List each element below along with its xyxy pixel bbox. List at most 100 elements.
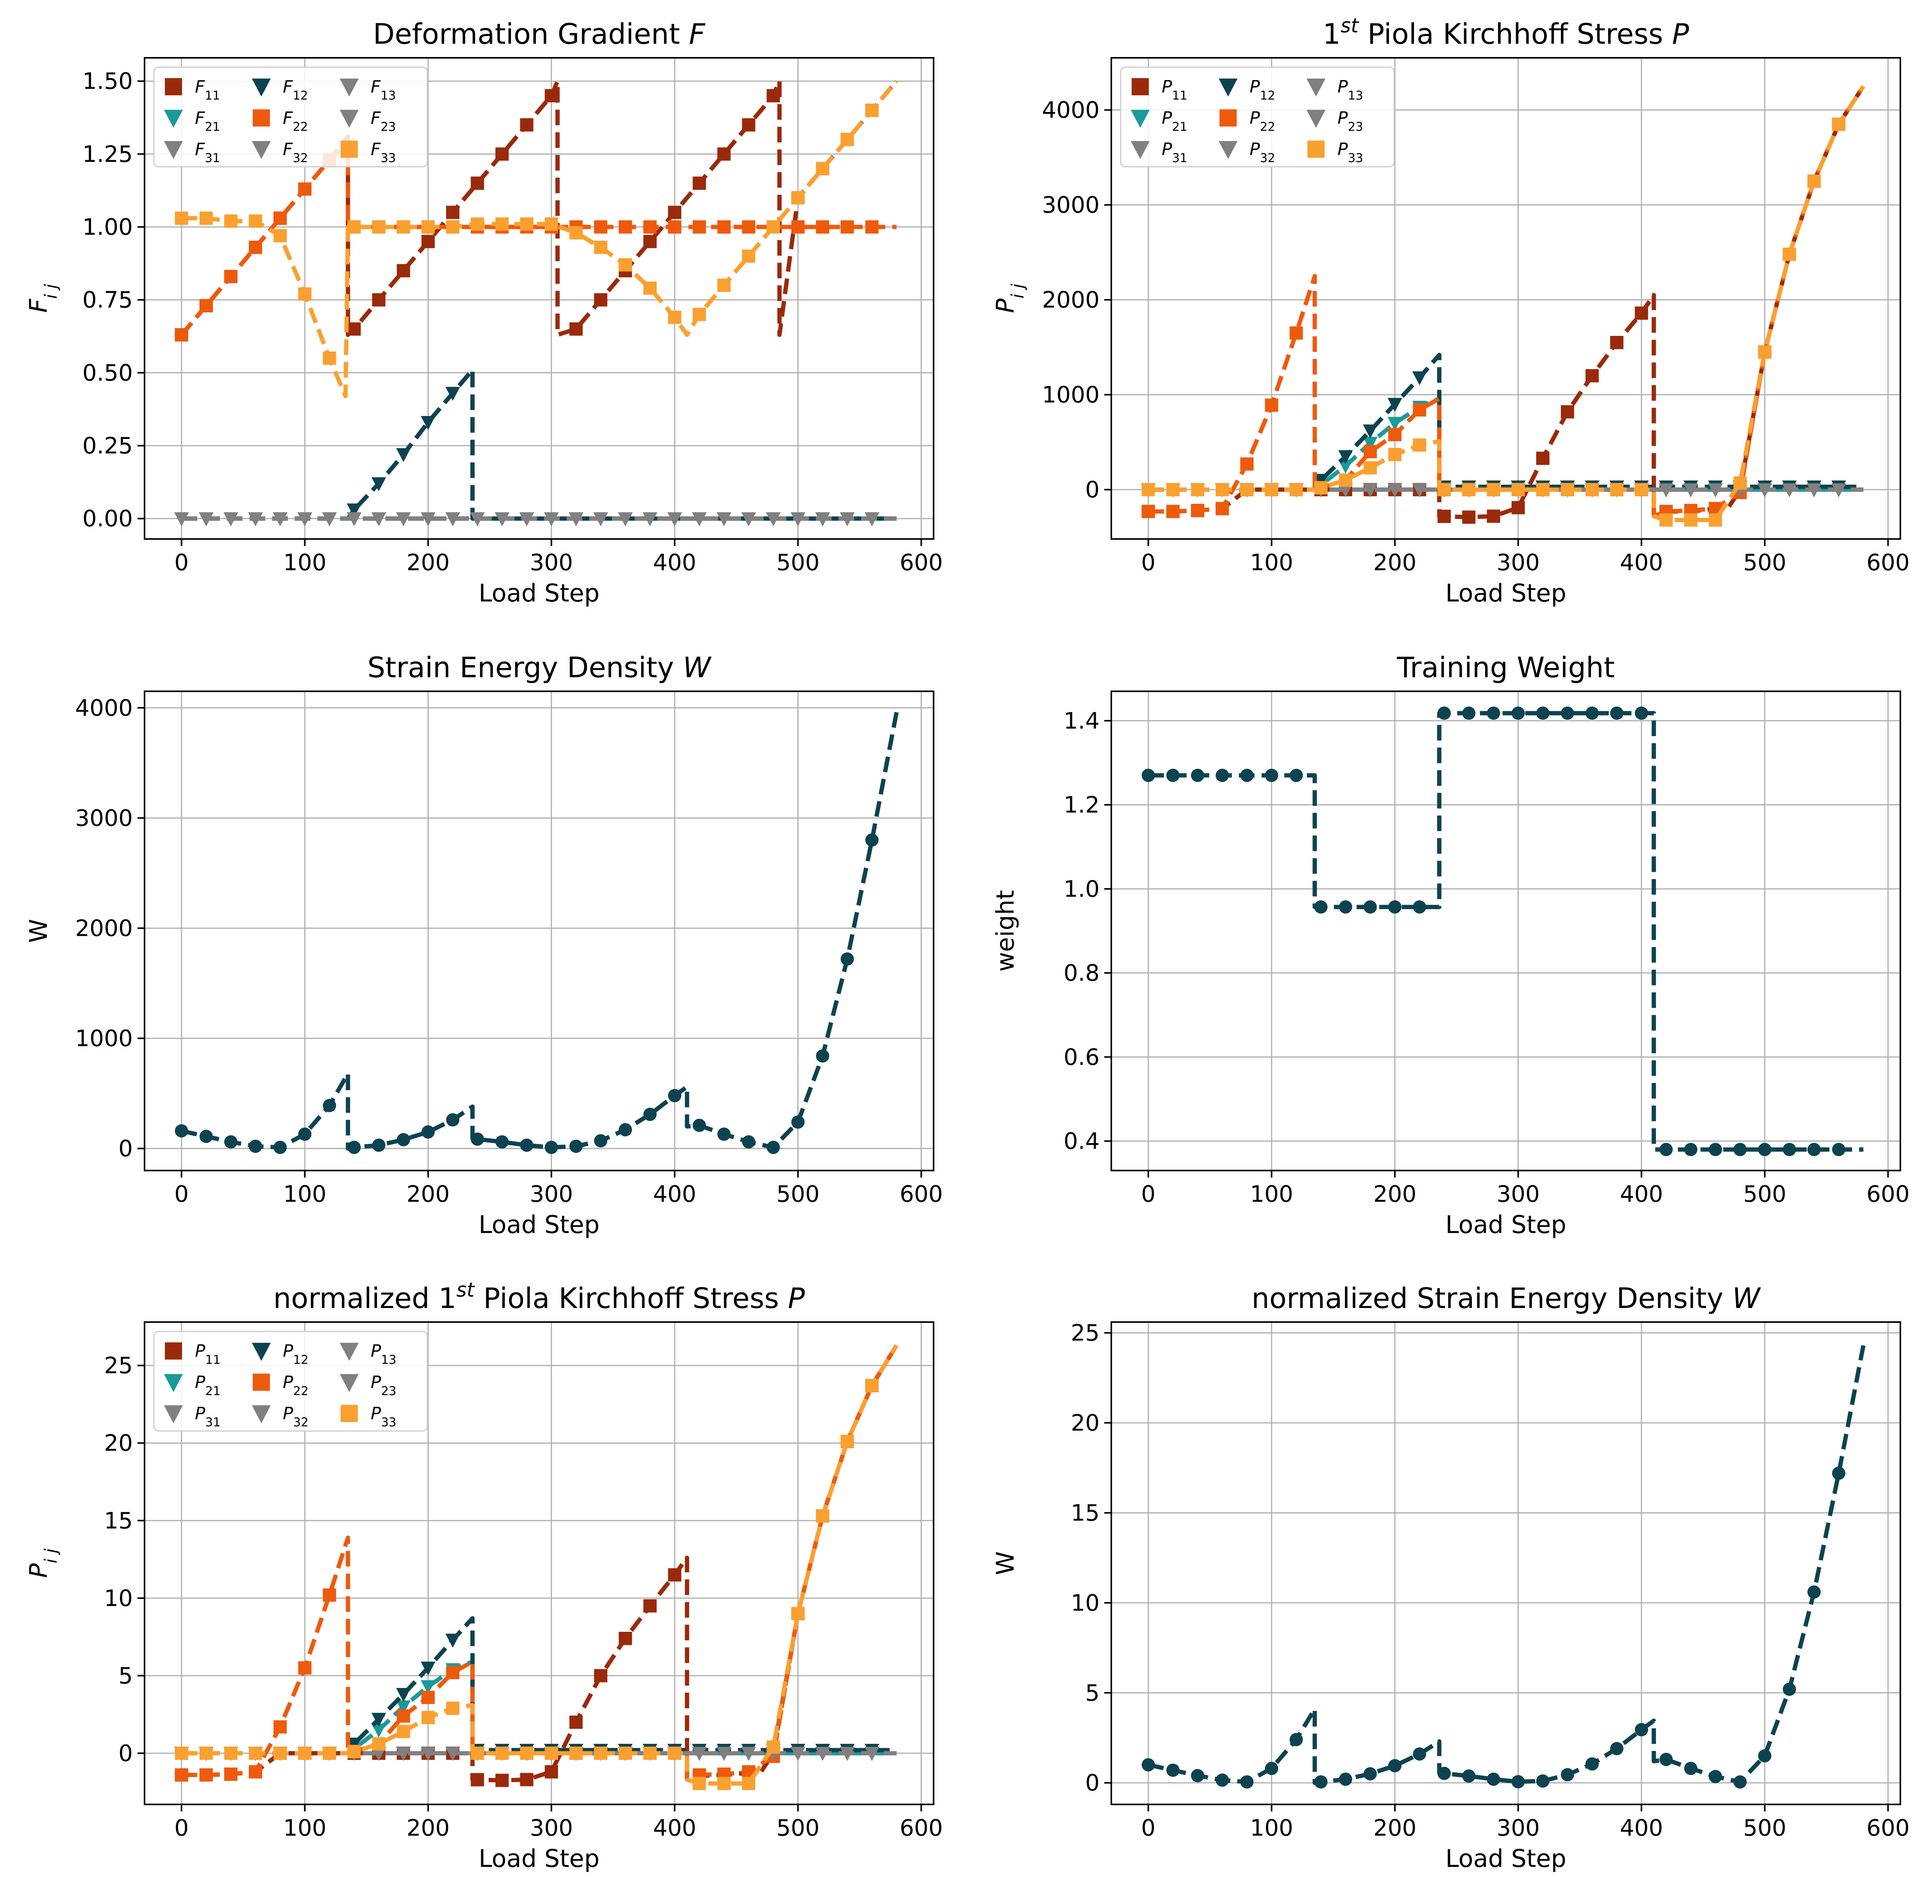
x-tick-label: 0 <box>1141 549 1155 576</box>
plot-frame <box>1111 691 1901 1171</box>
data-point-F12 <box>396 448 411 462</box>
data-point-P33 <box>766 1740 780 1754</box>
legend-marker-P32 <box>1218 141 1238 159</box>
y-tick-label: 1.0 <box>1064 876 1100 902</box>
data-point-F22 <box>298 182 312 196</box>
data-point-P22 <box>396 1709 410 1723</box>
data-point-F33 <box>224 214 237 228</box>
legend-symbol: P <box>283 1372 293 1392</box>
data-point-P12 <box>1412 371 1427 385</box>
data-point-weight <box>1561 706 1574 720</box>
x-axis-label: Load Step <box>1445 1844 1566 1873</box>
data-point-F22 <box>668 220 682 234</box>
data-point-F23 <box>470 512 485 526</box>
data-point-W <box>841 952 854 966</box>
data-point-F33 <box>347 220 361 234</box>
data-point-W <box>199 1130 213 1143</box>
data-point-P12 <box>346 1737 362 1752</box>
y-tick-label: 0.00 <box>82 505 133 532</box>
legend-subscript: 22 <box>293 1384 309 1398</box>
legend-marker-P32 <box>252 1405 271 1424</box>
x-tick-label: 200 <box>1373 1815 1417 1841</box>
data-point-F22 <box>199 299 213 312</box>
data-point-P11 <box>1561 405 1574 419</box>
legend-label-P32: P32 <box>1250 139 1275 165</box>
data-point-F11 <box>471 177 484 190</box>
data-point-P33 <box>249 1746 262 1760</box>
legend-marker-P31 <box>1130 141 1150 159</box>
x-tick-label: 400 <box>1620 1815 1663 1841</box>
series-group <box>1141 706 1864 1156</box>
data-point-P22 <box>323 1588 336 1602</box>
legend-symbol: F <box>371 108 381 128</box>
data-point-F33 <box>766 220 780 234</box>
data-point-W <box>446 1113 460 1127</box>
y-tick-label: 10 <box>1071 1590 1100 1616</box>
data-point-P33 <box>446 1701 460 1715</box>
data-point-P11 <box>1511 501 1525 514</box>
y-axis-label: Pi j <box>991 283 1028 313</box>
text-part: weight <box>991 890 1020 972</box>
data-point-W <box>742 1135 755 1149</box>
data-point-F11 <box>668 205 682 219</box>
data-point-W <box>1388 1759 1402 1772</box>
legend-label-F11: F11 <box>195 77 220 103</box>
y-tick-label: 20 <box>104 1430 133 1456</box>
x-tick-label: 100 <box>283 1815 327 1841</box>
x-tick-label: 0 <box>174 549 189 576</box>
legend-symbol: F <box>283 139 293 159</box>
data-point-P33 <box>1437 483 1451 496</box>
legend-subscript: 22 <box>1260 120 1275 134</box>
legend-subscript: 31 <box>205 1415 221 1429</box>
x-tick-label: 200 <box>407 549 450 576</box>
y-tick-label: 1.00 <box>82 214 133 240</box>
data-point-P22 <box>1388 428 1402 441</box>
data-point-W <box>1782 1683 1796 1696</box>
data-point-P11 <box>1536 451 1550 465</box>
legend-marker-F31 <box>164 141 183 159</box>
data-point-P22 <box>421 1690 435 1704</box>
y-tick-label: 0 <box>118 1740 133 1767</box>
data-point-P11 <box>471 1773 484 1786</box>
data-point-P21 <box>1338 459 1353 474</box>
x-tick-label: 400 <box>1620 1181 1663 1207</box>
data-point-P22 <box>224 1767 237 1781</box>
data-point-W <box>1487 1772 1500 1786</box>
data-point-P12 <box>1363 424 1378 439</box>
data-point-P12 <box>396 1688 411 1702</box>
data-point-W <box>569 1139 583 1153</box>
x-tick-label: 300 <box>530 1181 573 1207</box>
legend-subscript: 21 <box>205 120 220 134</box>
x-tick-label: 400 <box>653 1181 696 1207</box>
y-tick-label: 0.4 <box>1064 1128 1100 1155</box>
legend-symbol: P <box>195 1372 205 1392</box>
legend-symbol: P <box>283 1404 293 1424</box>
data-point-weight <box>1635 706 1648 720</box>
data-point-P23 <box>791 1747 805 1761</box>
data-point-P33 <box>668 1746 682 1760</box>
data-point-P33 <box>1733 476 1747 490</box>
x-tick-label: 300 <box>530 1815 573 1841</box>
data-point-P33 <box>1782 248 1796 261</box>
data-point-F33 <box>396 220 410 234</box>
y-axis-label: weight <box>991 890 1020 972</box>
text-part: P <box>24 1563 53 1578</box>
data-point-W <box>1216 1773 1229 1787</box>
data-point-F23 <box>248 512 263 526</box>
data-point-P23 <box>840 1747 855 1761</box>
data-point-F23 <box>618 512 633 526</box>
data-point-weight <box>1289 769 1303 782</box>
legend-symbol: P <box>1250 139 1260 159</box>
data-point-F11 <box>742 118 755 132</box>
plot-frame <box>1111 1321 1901 1805</box>
data-point-F23 <box>223 512 238 526</box>
x-tick-label: 600 <box>900 1815 943 1841</box>
plot-frame <box>1111 57 1901 540</box>
legend-subscript: 12 <box>293 89 308 103</box>
data-point-F33 <box>841 133 854 146</box>
legend-symbol: P <box>1337 108 1348 128</box>
y-tick-label: 0.8 <box>1064 960 1100 986</box>
data-point-weight <box>1610 706 1624 720</box>
legend-marker-P21 <box>1130 110 1150 128</box>
